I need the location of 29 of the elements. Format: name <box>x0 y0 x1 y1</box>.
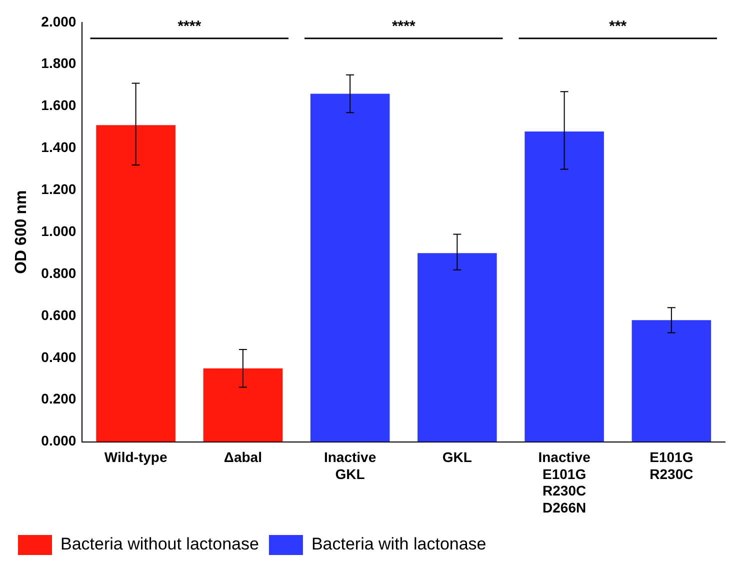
x-tick-label: Δabal <box>224 449 262 466</box>
bar <box>632 320 712 442</box>
y-tick-label: 1.200 <box>41 181 76 198</box>
legend-label: Bacteria without lactonase <box>60 534 259 554</box>
y-tick-label: 1.800 <box>41 55 76 72</box>
y-tick-label: 0.200 <box>41 390 76 407</box>
bar <box>524 131 604 442</box>
annotation: **** <box>178 18 202 36</box>
bar <box>418 253 497 442</box>
annotation: *** <box>609 18 627 36</box>
y-tick-label: 1.400 <box>41 139 76 156</box>
x-tick-label: E101G R230C <box>650 449 694 482</box>
y-tick-label: 0.000 <box>41 432 76 449</box>
y-tick-label: 1.600 <box>41 97 76 114</box>
bar <box>310 94 390 442</box>
x-tick-label: Inactive E101G R230C D266N <box>538 449 591 516</box>
y-tick-label: 0.800 <box>41 264 76 281</box>
x-tick-label: Wild-type <box>104 449 168 466</box>
y-tick-label: 0.600 <box>41 306 76 323</box>
y-tick-label: 1.000 <box>41 222 76 239</box>
y-tick-label: 2.000 <box>41 13 76 30</box>
bar <box>96 125 176 442</box>
annotation: **** <box>392 18 416 36</box>
legend-label: Bacteria with lactonase <box>311 534 486 554</box>
bar <box>203 368 283 442</box>
x-tick-label: GKL <box>442 449 472 466</box>
x-tick-label: Inactive GKL <box>324 449 376 482</box>
y-tick-label: 0.400 <box>41 348 76 365</box>
y-axis-title: OD 600 nm <box>13 190 30 274</box>
